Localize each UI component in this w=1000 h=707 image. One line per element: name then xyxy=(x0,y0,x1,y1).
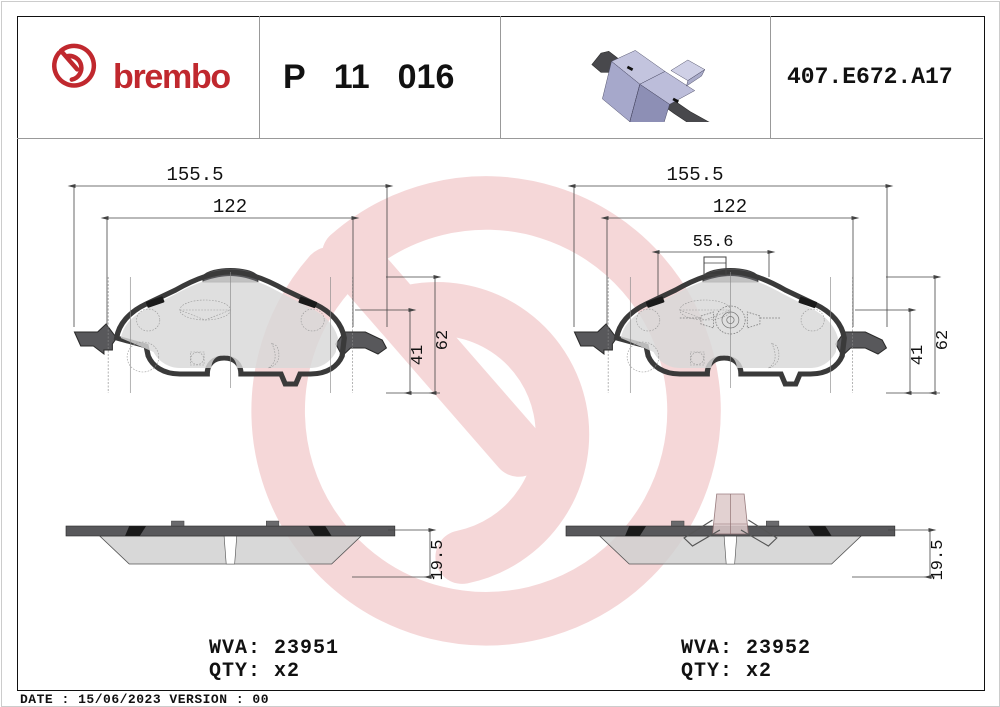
svg-text:41: 41 xyxy=(409,345,428,365)
svg-text:19.5: 19.5 xyxy=(929,540,948,581)
svg-text:155.5: 155.5 xyxy=(666,164,723,186)
svg-text:41: 41 xyxy=(909,345,928,365)
svg-text:122: 122 xyxy=(713,196,747,218)
svg-text:122: 122 xyxy=(213,196,247,218)
svg-text:155.5: 155.5 xyxy=(166,164,223,186)
svg-text:55.6: 55.6 xyxy=(693,233,734,252)
svg-text:62: 62 xyxy=(934,330,953,350)
svg-text:62: 62 xyxy=(434,330,453,350)
svg-text:19.5: 19.5 xyxy=(429,540,448,581)
